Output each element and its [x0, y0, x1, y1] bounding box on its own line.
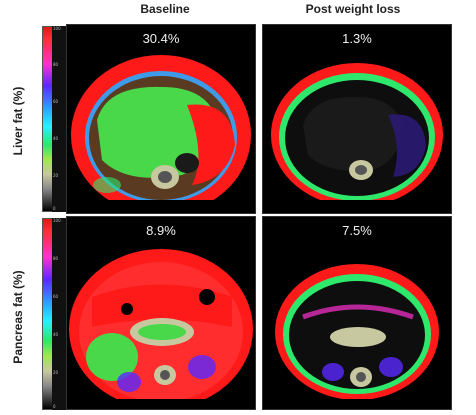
row-heading-liver-fat: Liver fat (%) — [11, 86, 25, 156]
colorbar-tick: 80 — [53, 256, 59, 261]
mri-pancreas-baseline: 8.9% — [66, 216, 256, 410]
pancreas-post-fat-percent: 7.5% — [342, 223, 372, 238]
liver-baseline-fat-percent: 30.4% — [142, 31, 180, 46]
row-heading-pancreas-fat: Pancreas fat (%) — [11, 270, 25, 364]
liver-post-slice-image — [263, 63, 451, 213]
colorbar-tick: 60 — [53, 294, 59, 299]
mri-pancreas-post-weight-loss: 7.5% — [262, 216, 452, 410]
mri-liver-post-weight-loss: 1.3% — [262, 24, 452, 214]
mri-liver-baseline: 30.4% — [66, 24, 256, 214]
colorbar-tick: 80 — [53, 62, 59, 67]
colorbar-tick: 20 — [53, 173, 59, 178]
colorbar-tick: 100 — [53, 26, 61, 31]
colorbar-tick: 20 — [53, 370, 59, 375]
pancreas-baseline-fat-percent: 8.9% — [146, 223, 176, 238]
colorbar-ticks-pancreas: 100 80 60 40 20 0 — [52, 218, 66, 410]
colorbar-tick: 0 — [53, 206, 56, 211]
column-heading-baseline: Baseline — [140, 2, 190, 16]
colorbar-tick: 60 — [53, 99, 59, 104]
colorbar-tick: 40 — [53, 136, 59, 141]
colorbar-ticks-liver: 100 80 60 40 20 0 — [52, 26, 66, 212]
column-heading-post-weight-loss: Post weight loss — [305, 2, 401, 16]
pancreas-baseline-slice-image — [67, 249, 255, 409]
liver-baseline-slice-image — [67, 55, 255, 213]
colorbar-tick: 100 — [53, 218, 61, 223]
colorbar-tick: 40 — [53, 332, 59, 337]
liver-post-fat-percent: 1.3% — [342, 31, 372, 46]
colorbar-tick: 0 — [53, 404, 56, 409]
pancreas-post-slice-image — [263, 264, 451, 409]
